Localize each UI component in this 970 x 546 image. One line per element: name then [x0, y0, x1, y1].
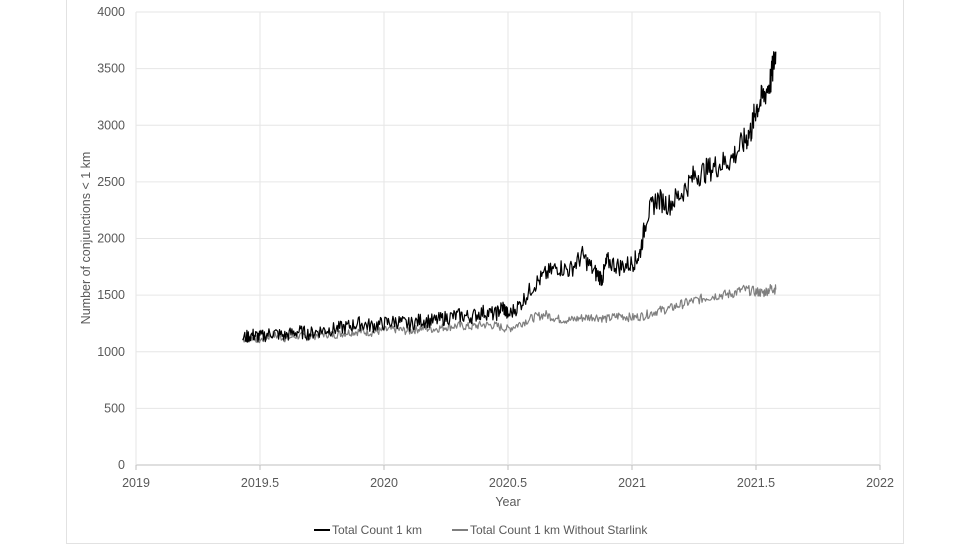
y-axis-title: Number of conjunctions < 1 km: [79, 152, 93, 325]
y-tick-label: 2500: [97, 175, 125, 189]
x-tick-label: 2021: [618, 476, 646, 490]
x-tick-label: 2020.5: [489, 476, 527, 490]
chart-frame: [66, 0, 904, 544]
series-total-count-line: [242, 51, 777, 343]
series-lines: [242, 51, 777, 344]
x-tick-label: 2021.5: [737, 476, 775, 490]
series-without-starlink-line: [242, 284, 777, 344]
x-tick-label: 2020: [370, 476, 398, 490]
x-tick-label: 2022: [866, 476, 894, 490]
x-tick-label: 2019.5: [241, 476, 279, 490]
x-tick-label: 2019: [122, 476, 150, 490]
y-tick-label: 1000: [97, 345, 125, 359]
y-tick-label: 4000: [97, 5, 125, 19]
y-tick-label: 500: [104, 401, 125, 415]
y-tick-label: 2000: [97, 232, 125, 246]
gridlines: [135, 11, 881, 470]
y-tick-label: 0: [118, 458, 125, 472]
legend: Total Count 1 km Total Count 1 km Without…: [314, 523, 648, 537]
y-tick-label: 3000: [97, 118, 125, 132]
legend-label: Total Count 1 km Without Starlink: [470, 523, 648, 537]
y-tick-label: 3500: [97, 62, 125, 76]
y-tick-label: 1500: [97, 288, 125, 302]
legend-label: Total Count 1 km: [332, 523, 422, 537]
x-axis-title: Year: [495, 495, 520, 509]
tick-labels: 0 500 1000 1500 2000 2500 3000 3500 4000 2019 2019…: [97, 5, 894, 490]
